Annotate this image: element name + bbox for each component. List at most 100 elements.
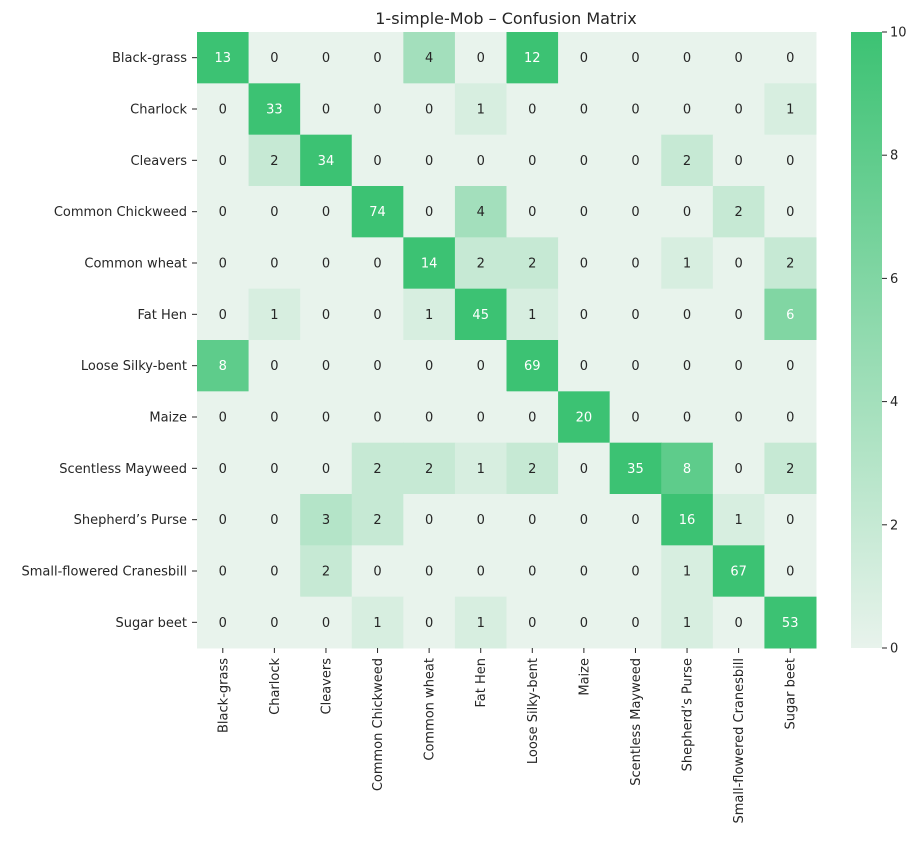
cell-value-label: 1 bbox=[270, 308, 278, 323]
cell-value-label: 0 bbox=[322, 205, 330, 220]
cell-value-label: 0 bbox=[477, 411, 485, 426]
heatmap-cell bbox=[300, 288, 353, 341]
cell-value-label: 0 bbox=[477, 51, 485, 66]
cell-value-label: 14 bbox=[421, 257, 438, 272]
cell-value-label: 0 bbox=[322, 51, 330, 66]
row-labels: Black-grass Charlock Cleavers Common Chickw… bbox=[22, 51, 197, 631]
cell-value-label: 0 bbox=[322, 616, 330, 631]
heatmap-cell bbox=[351, 83, 404, 136]
cell-value-label: 0 bbox=[219, 103, 227, 118]
cell-value-label: 34 bbox=[318, 154, 335, 169]
cell-value-label: 0 bbox=[580, 565, 588, 580]
heatmap-cell bbox=[609, 83, 662, 136]
cell-value-label: 0 bbox=[373, 51, 381, 66]
cell-value-label: 0 bbox=[425, 205, 433, 220]
y-tick-label: Fat Hen bbox=[138, 308, 188, 323]
heatmap-cell bbox=[506, 32, 559, 84]
heatmap-cell bbox=[403, 83, 456, 136]
heatmap-cell bbox=[506, 288, 559, 341]
cell-value-label: 0 bbox=[580, 103, 588, 118]
heatmap-cell bbox=[661, 134, 714, 187]
heatmap-cells: 13 0 0 0 4 0 12 0 0 0 0 00 33 0 0 0 1 0 0 0 0 0 10 2 34 0 0 0 0 0 0 2 0 0… bbox=[197, 32, 817, 649]
cell-value-label: 0 bbox=[631, 154, 639, 169]
heatmap-cell bbox=[712, 134, 765, 187]
cell-value-label: 0 bbox=[734, 103, 742, 118]
heatmap-cell bbox=[351, 186, 404, 238]
cell-value-label: 0 bbox=[734, 308, 742, 323]
cell-value-label: 35 bbox=[627, 462, 644, 477]
heatmap-cell bbox=[764, 186, 817, 238]
cell-value-label: 1 bbox=[373, 616, 381, 631]
cell-value-label: 0 bbox=[580, 513, 588, 528]
cell-value-label: 2 bbox=[270, 154, 278, 169]
cell-value-label: 0 bbox=[786, 411, 794, 426]
heatmap-cell bbox=[248, 32, 301, 84]
cell-value-label: 0 bbox=[270, 411, 278, 426]
heatmap-cell bbox=[403, 545, 456, 598]
heatmap-cell bbox=[661, 596, 714, 649]
heatmap-cell bbox=[609, 494, 662, 546]
heatmap-cell bbox=[454, 391, 507, 444]
cell-value-label: 0 bbox=[683, 103, 691, 118]
heatmap-cell bbox=[351, 545, 404, 598]
x-tick-label: Scentless Mayweed bbox=[629, 658, 644, 786]
heatmap-cell bbox=[351, 494, 404, 546]
cell-value-label: 2 bbox=[786, 462, 794, 477]
heatmap-cell bbox=[609, 134, 662, 187]
cell-value-label: 0 bbox=[477, 513, 485, 528]
cell-value-label: 0 bbox=[425, 103, 433, 118]
cell-value-label: 0 bbox=[631, 205, 639, 220]
cell-value-label: 0 bbox=[425, 513, 433, 528]
cell-value-label: 12 bbox=[524, 51, 541, 66]
colorbar-tick-label: 8 bbox=[890, 149, 898, 164]
cell-value-label: 0 bbox=[219, 513, 227, 528]
heatmap-cell bbox=[248, 134, 301, 187]
heatmap-cell bbox=[506, 186, 559, 238]
heatmap-cell bbox=[248, 288, 301, 341]
heatmap-cell bbox=[506, 391, 559, 444]
heatmap-cell bbox=[197, 186, 250, 238]
heatmap-cell bbox=[661, 186, 714, 238]
heatmap-cell bbox=[712, 83, 765, 136]
cell-value-label: 3 bbox=[322, 513, 330, 528]
cell-value-label: 0 bbox=[425, 154, 433, 169]
cell-value-label: 0 bbox=[580, 616, 588, 631]
heatmap-cell bbox=[506, 442, 559, 495]
cell-value-label: 0 bbox=[786, 154, 794, 169]
cell-value-label: 0 bbox=[683, 359, 691, 374]
cell-value-label: 0 bbox=[373, 359, 381, 374]
y-tick-label: Cleavers bbox=[131, 154, 188, 169]
heatmap-cell bbox=[248, 391, 301, 444]
cell-value-label: 20 bbox=[576, 411, 593, 426]
heatmap-cell bbox=[609, 186, 662, 238]
heatmap-cell bbox=[197, 494, 250, 546]
cell-value-label: 2 bbox=[683, 154, 691, 169]
colorbar-tick-label: 6 bbox=[890, 272, 898, 287]
cell-value-label: 1 bbox=[683, 565, 691, 580]
heatmap-cell bbox=[558, 83, 611, 136]
cell-value-label: 4 bbox=[477, 205, 485, 220]
cell-value-label: 1 bbox=[683, 616, 691, 631]
heatmap-cell bbox=[661, 237, 714, 290]
x-tick-label: Maize bbox=[577, 658, 592, 696]
cell-value-label: 0 bbox=[580, 308, 588, 323]
cell-value-label: 0 bbox=[425, 411, 433, 426]
heatmap-cell bbox=[712, 391, 765, 444]
cell-value-label: 33 bbox=[266, 103, 283, 118]
cell-value-label: 1 bbox=[477, 103, 485, 118]
heatmap-cell bbox=[506, 596, 559, 649]
heatmap-cell bbox=[197, 237, 250, 290]
heatmap-cell bbox=[300, 545, 353, 598]
cell-value-label: 0 bbox=[373, 308, 381, 323]
heatmap-cell bbox=[764, 237, 817, 290]
heatmap-cell bbox=[661, 442, 714, 495]
heatmap-cell bbox=[609, 391, 662, 444]
cell-value-label: 0 bbox=[734, 411, 742, 426]
cell-value-label: 0 bbox=[734, 154, 742, 169]
cell-value-label: 1 bbox=[477, 616, 485, 631]
heatmap-cell bbox=[712, 596, 765, 649]
x-tick-label: Common wheat bbox=[423, 658, 438, 761]
x-tick-label: Cleavers bbox=[319, 658, 334, 715]
heatmap-cell bbox=[764, 288, 817, 341]
